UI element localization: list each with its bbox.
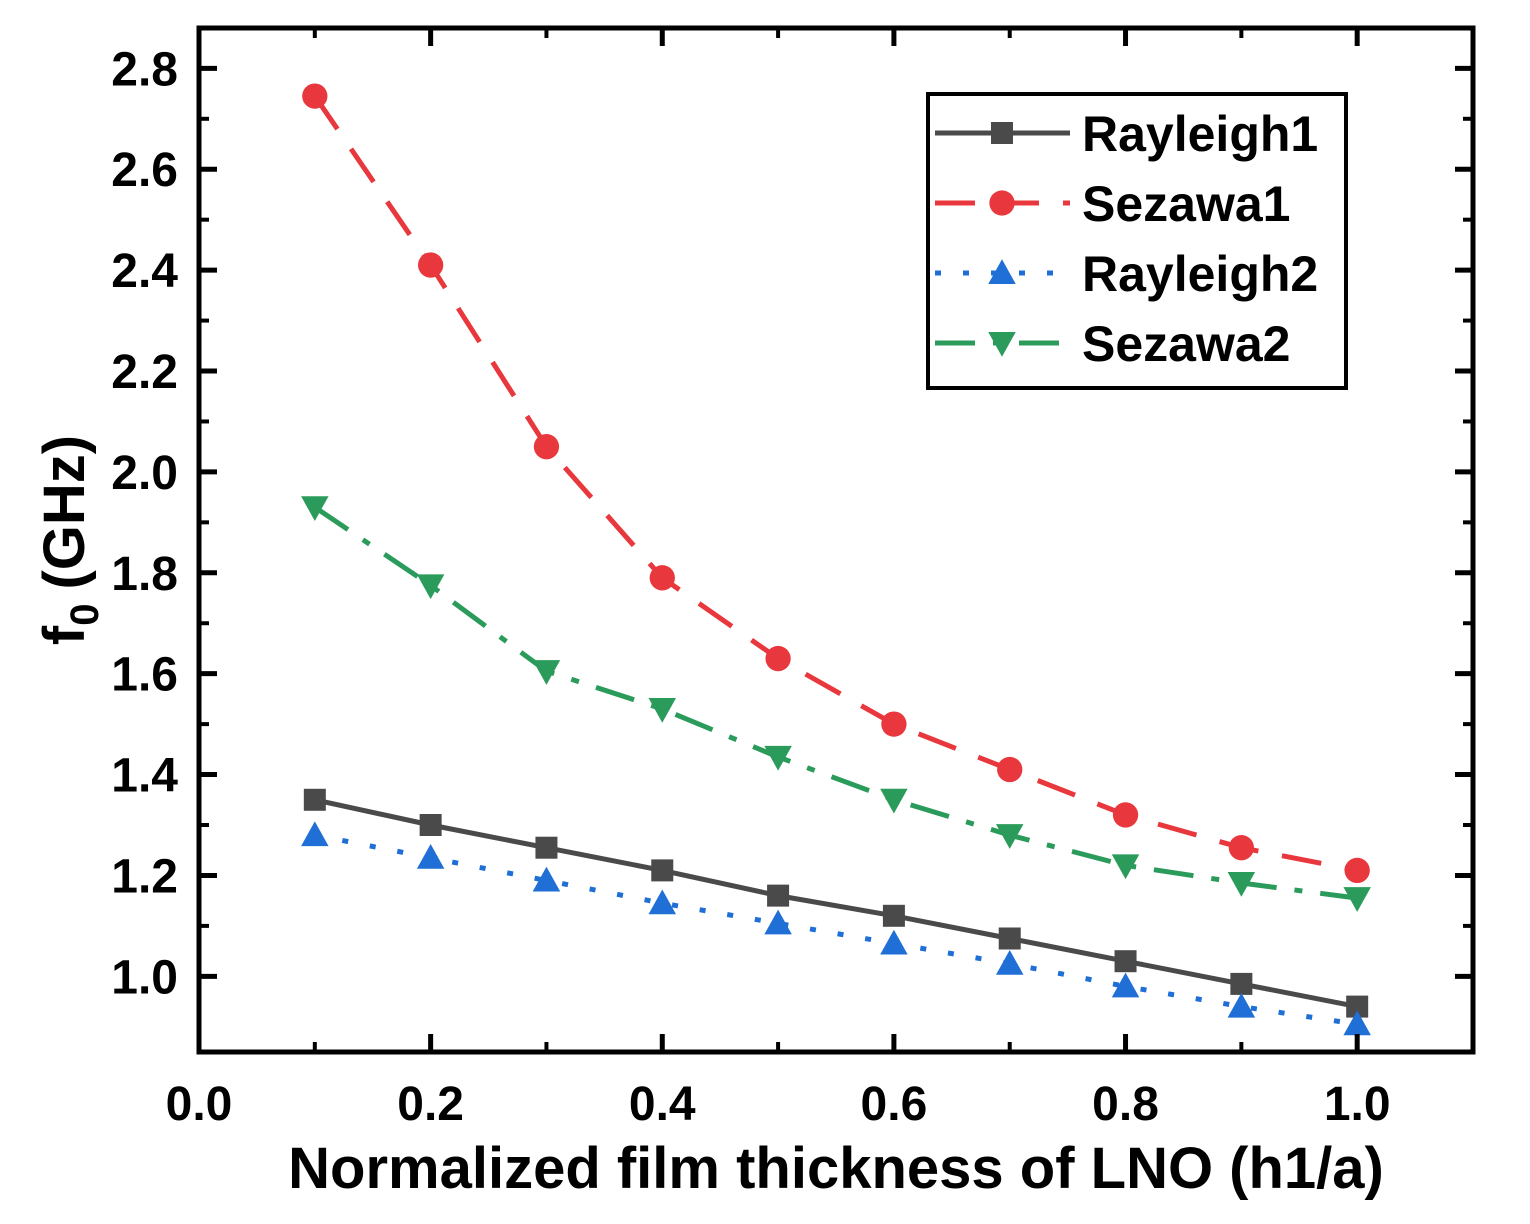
axis-ticks [196,28,1473,1052]
legend-marker-rayleigh1 [991,122,1013,144]
plot-frame [196,25,1476,1055]
data-point-rayleigh2 [1227,992,1256,1018]
data-point-rayleigh2 [648,889,677,915]
data-point-sezawa2 [880,788,908,814]
data-point-rayleigh2 [764,909,792,935]
data-point-sezawa2 [764,745,792,771]
data-point-rayleigh2 [1343,1010,1371,1036]
data-point-sezawa2 [416,574,445,600]
legend-marker-sezawa2 [988,332,1016,357]
data-point-sezawa1 [1112,802,1139,828]
data-point-rayleigh1 [882,904,905,927]
x-tick-label: 0.2 [397,1078,464,1131]
series-line-sezawa1 [312,94,1358,873]
data-point-sezawa2 [301,496,329,521]
data-point-sezawa1 [417,252,444,278]
data-point-rayleigh1 [1230,972,1253,995]
legend-label-sezawa2: Sezawa2 [1082,316,1290,372]
data-point-rayleigh1 [1114,950,1137,973]
series-sezawa2 [301,496,1371,912]
data-point-sezawa1 [1344,857,1370,884]
data-point-rayleigh1 [419,814,442,837]
data-point-sezawa1 [881,711,907,737]
legend-label-sezawa1: Sezawa1 [1082,176,1290,232]
legend-marker-rayleigh2 [988,259,1016,284]
y-axis-label: f0 (GHz) [32,435,107,645]
data-point-sezawa2 [532,660,561,685]
series-sezawa1 [302,83,1370,884]
data-point-sezawa1 [302,83,328,109]
x-tick-label: 1.0 [1324,1078,1391,1131]
data-point-sezawa2 [1343,887,1371,912]
data-point-sezawa2 [995,824,1024,849]
y-tick-label: 1.0 [111,951,178,1004]
data-point-rayleigh2 [1111,972,1140,998]
data-point-rayleigh1 [767,884,790,907]
series-line-rayleigh2 [314,832,1358,1027]
y-axis-label-unit: (GHz) [32,435,97,590]
data-point-rayleigh2 [995,949,1024,975]
x-axis-label: Normalized film thickness of LNO (h1/a) [288,1136,1384,1201]
legend-label-rayleigh2: Rayleigh2 [1082,246,1318,302]
data-point-sezawa2 [1227,872,1256,897]
y-tick-label: 1.4 [111,750,178,803]
data-point-rayleigh2 [416,844,445,869]
y-tick-label: 2.0 [111,447,178,500]
data-point-sezawa1 [765,645,791,672]
y-tick-label: 2.6 [111,144,178,197]
y-tick-label: 2.4 [111,245,178,298]
data-point-sezawa1 [997,756,1023,783]
x-tick-label: 0.4 [629,1078,696,1131]
data-point-rayleigh2 [301,821,329,847]
legend-marker-sezawa1 [989,190,1015,216]
y-axis-label-main: f [32,625,97,645]
data-point-sezawa1 [1228,835,1255,861]
series-rayleigh2 [301,821,1371,1036]
y-axis-label-subscript: 0 [63,604,107,626]
tick-labels: 0.0 0.2 0.4 0.6 0.8 1.0 1.0 1.2 1.4 1.6 1.8 2.0 2.2 2… [111,43,1390,1131]
data-point-rayleigh1 [535,836,558,859]
y-tick-label: 1.8 [111,548,178,601]
x-tick-label: 0.8 [1092,1078,1159,1131]
y-tick-label: 1.6 [111,649,178,702]
data-point-rayleigh2 [880,929,908,955]
data-point-sezawa1 [533,434,560,460]
data-point-rayleigh1 [303,788,326,811]
data-point-sezawa1 [649,565,675,591]
plot-content [301,83,1371,1036]
data-point-sezawa2 [648,697,677,723]
data-point-rayleigh1 [1346,995,1369,1018]
data-point-sezawa2 [1111,854,1140,880]
legend-label-rayleigh1: Rayleigh1 [1082,106,1318,162]
series-line-sezawa2 [313,505,1358,901]
data-point-rayleigh2 [532,866,561,892]
series-rayleigh1 [303,788,1369,1018]
y-tick-label: 2.8 [111,43,178,96]
x-tick-label: 0.0 [166,1078,233,1131]
series-line-rayleigh1 [314,797,1358,1010]
data-point-rayleigh1 [998,927,1021,950]
legend: Rayleigh1 Sezawa1 Rayleigh2 Sezawa2 [926,92,1348,390]
x-tick-label: 0.6 [861,1078,928,1131]
y-tick-label: 2.2 [111,346,178,399]
data-point-rayleigh1 [651,859,674,882]
y-tick-label: 1.2 [111,850,178,903]
